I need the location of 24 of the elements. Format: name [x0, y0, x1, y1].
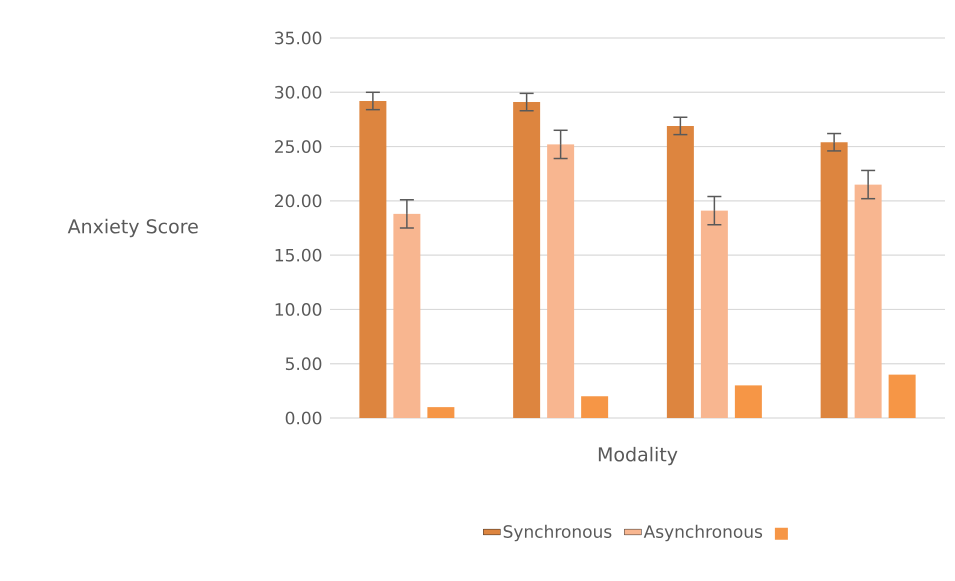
- y-tick-label: 5.00: [286, 357, 322, 370]
- y-tick-label: 25.00: [275, 140, 322, 153]
- y-tick-label: 20.00: [275, 194, 322, 208]
- bar: [393, 214, 420, 418]
- bar: [581, 396, 608, 418]
- y-tick-label: 35.00: [275, 32, 322, 44]
- bar: [513, 102, 540, 418]
- bar: [359, 100, 386, 418]
- x-axis-title: Modality: [598, 446, 678, 466]
- bar: [820, 142, 848, 418]
- bar: [888, 374, 916, 418]
- bar: [700, 210, 728, 418]
- y-tick-label: 30.00: [275, 86, 322, 99]
- bar: [427, 407, 454, 418]
- bar: [854, 184, 882, 418]
- bar: [666, 126, 694, 418]
- y-axis-title: Anxiety Score: [68, 218, 198, 238]
- y-tick-label: 15.00: [276, 248, 322, 262]
- bar: [547, 144, 574, 418]
- legend-label: Synchronous: [504, 524, 612, 542]
- y-tick-label: 0.00: [286, 412, 322, 424]
- y-tick-label: 10.00: [276, 302, 322, 316]
- legend-label: Asynchronous: [644, 524, 762, 542]
- bar: [734, 385, 762, 418]
